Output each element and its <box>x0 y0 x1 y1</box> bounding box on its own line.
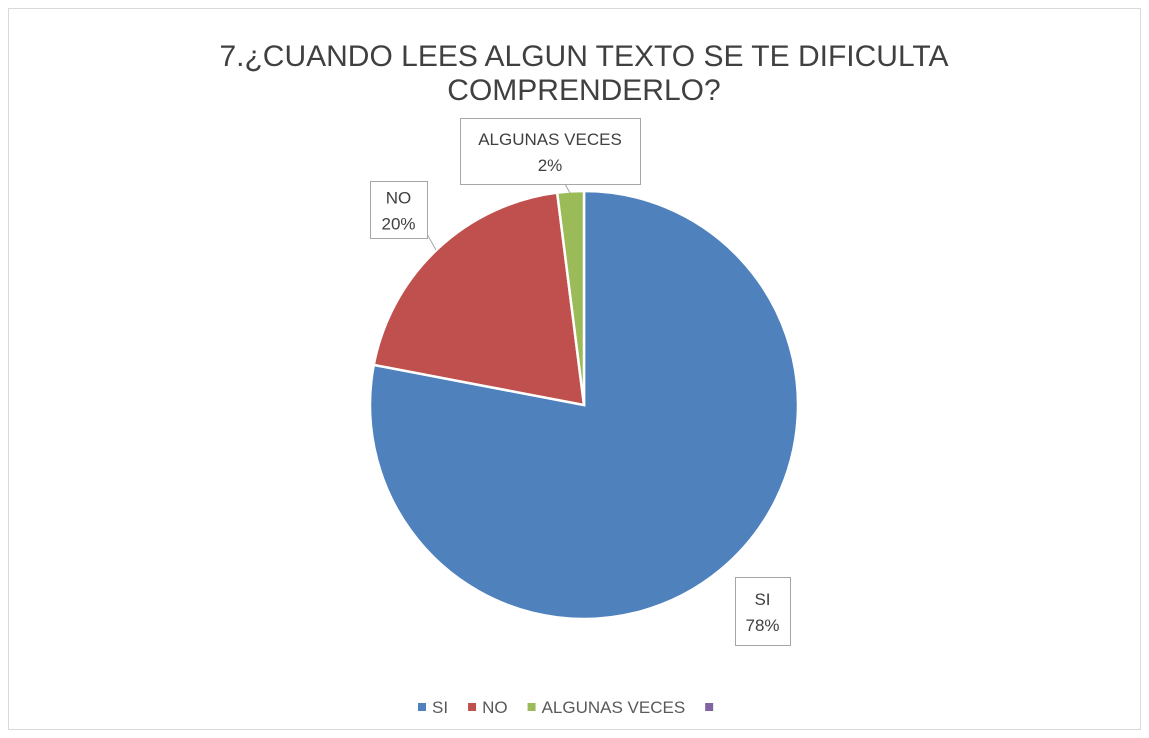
legend-marker <box>418 703 426 711</box>
legend-marker <box>527 703 536 711</box>
legend-label: SI <box>432 698 448 717</box>
pie-slice <box>372 191 586 407</box>
data-label-category: SI <box>754 590 770 609</box>
legend-marker <box>705 703 714 711</box>
legend-label: ALGUNAS VECES <box>542 698 686 717</box>
leader-line <box>426 233 437 251</box>
data-label-box <box>735 577 791 646</box>
legend-marker <box>468 703 477 711</box>
legend-label: NO <box>482 698 508 717</box>
data-label-value: 78% <box>745 616 779 635</box>
data-label-category: ALGUNAS VECES <box>478 130 622 149</box>
leader-line <box>564 183 571 194</box>
data-label-category: NO <box>386 189 412 208</box>
pie-slice <box>555 189 586 406</box>
chart-title: 7.¿CUANDO LEES ALGUN TEXTO SE TE DIFICUL… <box>219 40 949 107</box>
data-label-box <box>370 181 428 239</box>
data-label-value: 2% <box>538 156 563 175</box>
data-label-box <box>460 118 641 185</box>
data-label-value: 20% <box>381 215 415 234</box>
